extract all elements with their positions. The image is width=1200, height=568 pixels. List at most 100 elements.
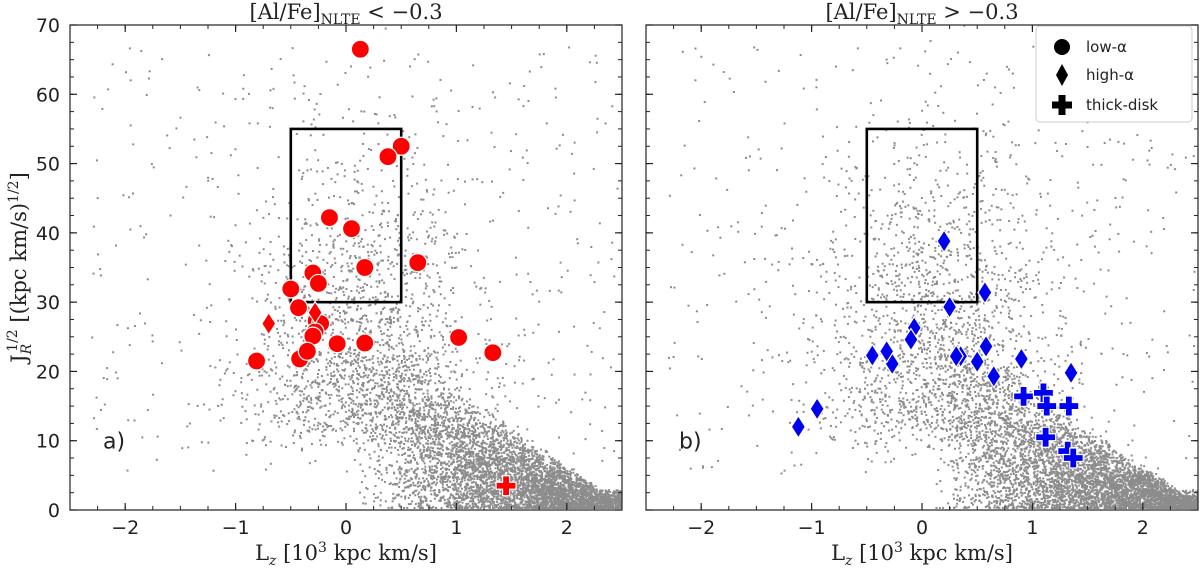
background-star <box>472 475 475 478</box>
background-star <box>608 497 611 500</box>
background-star <box>473 492 476 495</box>
background-star <box>655 497 657 499</box>
background-star <box>648 506 650 508</box>
background-star <box>587 504 590 507</box>
background-star <box>487 496 490 499</box>
background-star <box>505 437 508 440</box>
background-star <box>369 457 372 460</box>
background-star <box>492 416 495 419</box>
background-star <box>457 497 460 500</box>
background-star <box>540 492 543 495</box>
background-star <box>452 418 455 421</box>
background-star <box>563 498 566 501</box>
background-star <box>513 500 516 503</box>
background-star <box>541 465 544 468</box>
background-star <box>539 502 542 505</box>
background-star <box>555 492 558 495</box>
background-star <box>443 422 446 425</box>
background-star <box>515 496 518 499</box>
background-star <box>703 501 705 503</box>
background-star <box>478 412 481 415</box>
background-star <box>504 500 507 503</box>
background-star <box>479 445 482 448</box>
background-star <box>496 467 499 470</box>
background-star <box>481 491 484 494</box>
background-star <box>409 380 412 383</box>
background-star <box>443 477 446 480</box>
background-star <box>385 449 388 452</box>
background-star <box>632 499 634 501</box>
background-star <box>604 498 607 501</box>
background-star <box>377 477 380 480</box>
background-star <box>563 487 566 490</box>
background-star <box>433 492 436 495</box>
background-star <box>459 406 462 409</box>
background-star <box>623 507 625 509</box>
background-star <box>495 470 498 473</box>
background-star <box>478 432 481 435</box>
background-star <box>420 505 423 508</box>
background-star <box>628 497 630 499</box>
background-star <box>457 482 460 485</box>
background-star <box>667 495 669 497</box>
background-star <box>500 452 503 455</box>
background-star <box>381 456 384 459</box>
background-star <box>436 452 439 455</box>
background-star <box>444 467 447 470</box>
background-star <box>450 506 453 509</box>
background-star <box>668 490 670 492</box>
background-star <box>607 498 610 501</box>
background-star <box>469 453 472 456</box>
background-star <box>489 445 492 448</box>
background-star <box>687 507 689 509</box>
background-star <box>699 494 701 496</box>
background-star <box>432 451 435 454</box>
background-star <box>483 459 486 462</box>
background-star <box>412 404 415 407</box>
background-star <box>569 473 572 476</box>
background-star <box>493 490 496 493</box>
background-star <box>458 455 461 458</box>
background-star <box>543 496 546 499</box>
background-star <box>659 498 661 500</box>
background-star <box>560 506 563 509</box>
background-star <box>515 479 518 482</box>
background-star <box>489 458 492 461</box>
background-star <box>786 498 788 500</box>
background-star <box>663 503 665 505</box>
background-star <box>440 473 443 476</box>
background-star <box>448 468 451 471</box>
background-star <box>631 503 633 505</box>
background-star <box>539 457 542 460</box>
background-star <box>408 479 411 482</box>
background-star <box>462 423 465 426</box>
background-star <box>528 497 531 500</box>
background-star <box>443 411 446 414</box>
background-star <box>552 505 555 508</box>
background-star <box>637 499 639 501</box>
background-star <box>565 497 568 500</box>
background-star <box>609 506 612 509</box>
background-star <box>675 494 677 496</box>
background-star <box>671 499 673 501</box>
background-star <box>507 473 510 476</box>
background-star <box>457 426 460 429</box>
background-star <box>445 411 448 414</box>
background-star <box>526 449 529 452</box>
background-star <box>424 454 427 457</box>
background-star <box>656 507 658 509</box>
background-star <box>630 500 632 502</box>
background-star <box>566 479 569 482</box>
background-star <box>627 507 629 509</box>
background-star <box>527 472 530 475</box>
background-star <box>446 498 449 501</box>
background-star <box>727 507 729 509</box>
background-star <box>472 480 475 483</box>
background-star <box>363 448 366 451</box>
background-star <box>595 490 598 493</box>
background-star <box>566 493 569 496</box>
background-star <box>409 399 412 402</box>
background-star <box>471 494 474 497</box>
background-star <box>400 416 403 419</box>
background-star <box>414 489 417 492</box>
